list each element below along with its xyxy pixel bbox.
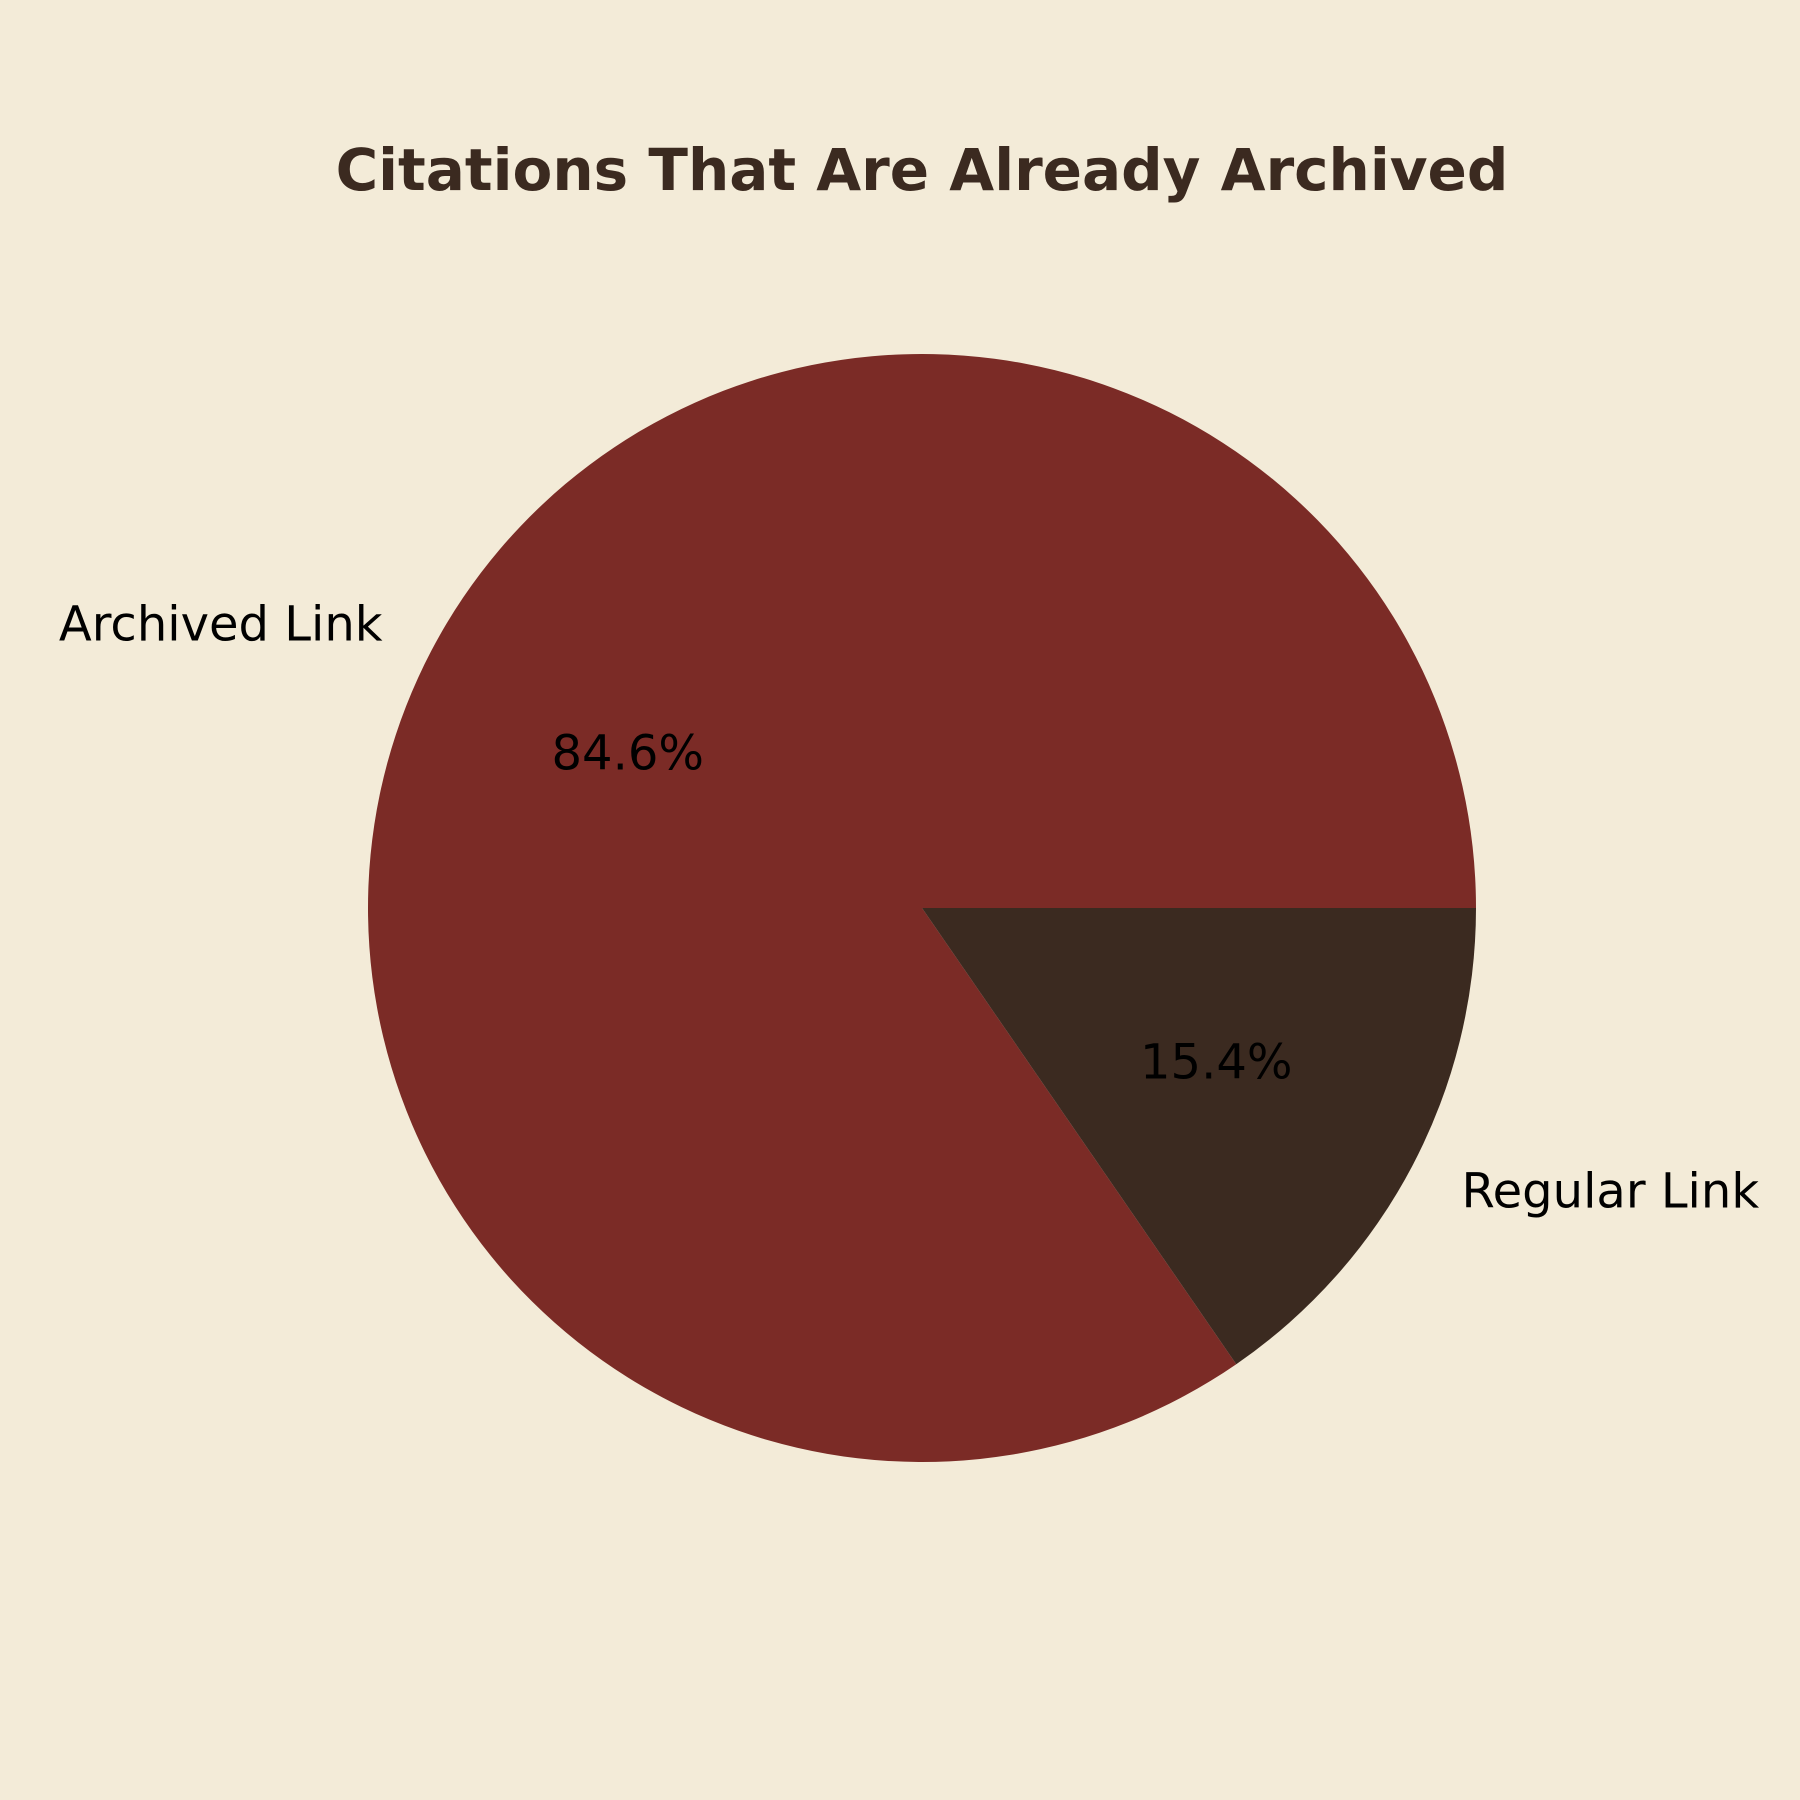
pie-slice-archived-link xyxy=(367,353,1476,1462)
chart-title: Citations That Are Already Archived xyxy=(336,136,1509,204)
pie-percent-label-archived-link: 84.6% xyxy=(552,725,704,781)
pie-labels: 84.6% Archived Link 15.4% Regular Link xyxy=(59,597,1759,1220)
pie-category-label-archived-link: Archived Link xyxy=(59,597,383,653)
pie-category-label-regular-link: Regular Link xyxy=(1461,1163,1759,1219)
pie-percent-label-regular-link: 15.4% xyxy=(1140,1035,1292,1091)
pie-slices xyxy=(367,353,1476,1462)
pie-slice-regular-link xyxy=(922,908,1476,1365)
